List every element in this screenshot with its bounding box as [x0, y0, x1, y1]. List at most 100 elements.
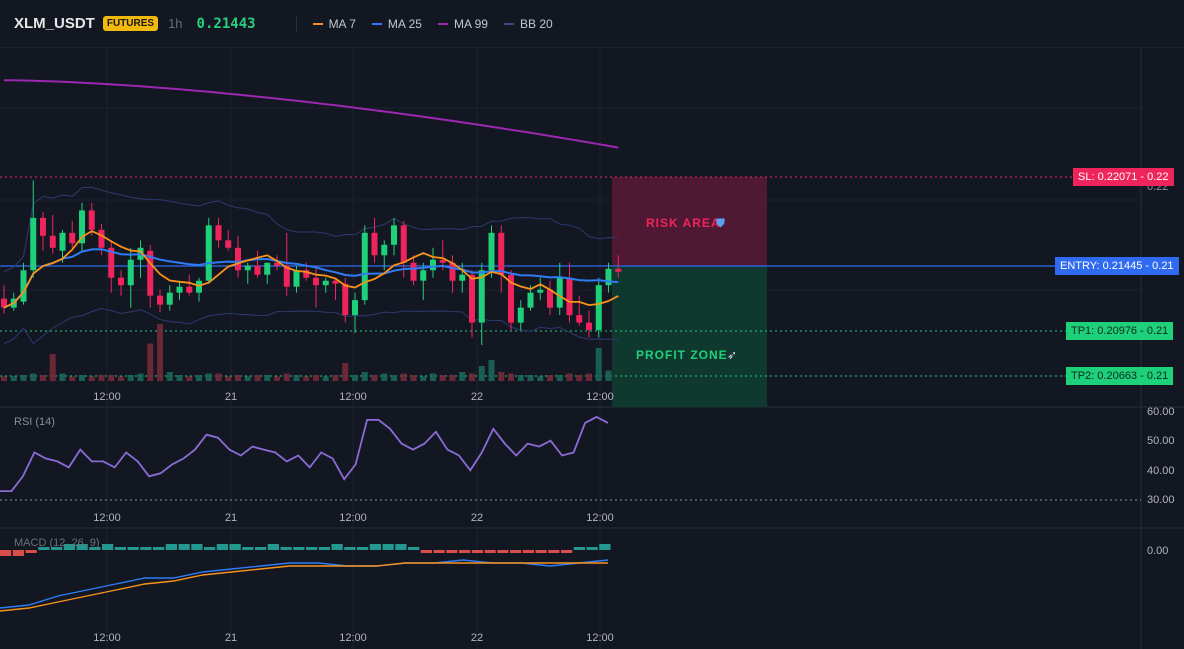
last-price: 0.21443 [196, 15, 256, 32]
candle-body [547, 289, 553, 308]
candle-body [215, 225, 222, 241]
candle-body [430, 259, 436, 271]
tp1-label: TP1: 0.20976 - 0.21 [1066, 322, 1174, 340]
profit-zone-label: PROFIT ZONE [636, 348, 728, 362]
tp1-axis-value: 0.21 [1146, 325, 1169, 337]
macd-line [0, 559, 609, 609]
volume-bar [361, 372, 368, 381]
time-label: 12:00 [93, 512, 121, 524]
bb-lower [3, 307, 619, 345]
macd-tick-0: 0.00 [1147, 545, 1168, 557]
candle-body [313, 277, 319, 286]
legend-ma25-label: MA 25 [387, 16, 422, 31]
candle-body [439, 259, 446, 263]
volume-bar [88, 376, 95, 381]
sl-label: SL: 0.22071 - 0.22 [1073, 168, 1174, 186]
time-label: 12:00 [586, 512, 614, 524]
time-label: 22 [471, 632, 483, 644]
volume-bar [196, 375, 202, 381]
candle-body [254, 265, 261, 275]
macd-hist-bar [25, 550, 37, 553]
rsi-tick-30: 30.00 [1147, 494, 1175, 506]
candle-body [381, 244, 388, 256]
macd-hist-bar [12, 550, 24, 556]
candle-body [459, 274, 466, 281]
tp2-label-text: TP2: 0.20663 [1071, 370, 1138, 382]
entry-label: ENTRY: 0.21445 - 0.21 [1055, 257, 1179, 275]
top-bar: XLM_USDT FUTURES 1h 0.21443 MA 7 MA 25 M… [0, 0, 1184, 48]
rsi-path [0, 415, 609, 492]
rsi-tick-50: 50.00 [1147, 435, 1175, 447]
time-label: 12:00 [339, 391, 367, 403]
legend-ma7-label: MA 7 [328, 16, 356, 31]
legend-ma7[interactable]: MA 7 [312, 16, 356, 31]
macd-hist-bar [408, 547, 420, 550]
legend-bb20-label: BB 20 [519, 16, 553, 31]
candle-body [293, 270, 300, 287]
macd-hist-bar [0, 550, 12, 556]
candle-body [176, 286, 183, 293]
macd-hist-bar [293, 547, 305, 550]
candle-body [556, 277, 563, 308]
candle-body [118, 277, 124, 286]
macd-hist-bar [395, 544, 407, 550]
candle-body [605, 268, 612, 286]
macd-hist-bar [548, 550, 560, 553]
candle-body [127, 259, 134, 286]
candle-body [508, 274, 514, 323]
volume-bar [449, 375, 456, 381]
symbol-name[interactable]: XLM_USDT [14, 15, 95, 32]
candle-body [322, 280, 329, 286]
macd-hist-bar [344, 547, 356, 550]
time-label: 12:00 [339, 632, 367, 644]
legend-ma99-label: MA 99 [453, 16, 488, 31]
volume-bars [1, 324, 612, 381]
ma99-line [3, 79, 619, 149]
candle-body [576, 315, 583, 323]
macd-hist-bar [242, 547, 254, 550]
legend-bb20[interactable]: BB 20 [503, 16, 553, 31]
bb-upper [3, 186, 619, 273]
volume-bar [98, 375, 105, 381]
volume-bar [264, 375, 271, 381]
candle-body [79, 210, 85, 244]
bollinger-bands [3, 186, 619, 345]
entry-axis-value: 0.21 [1152, 260, 1174, 272]
volume-bar [205, 373, 212, 381]
volume-bar [157, 324, 163, 381]
volume-bar [20, 375, 27, 381]
candle-body [332, 280, 339, 284]
rsi-line [0, 415, 609, 492]
candle-body [595, 285, 602, 331]
legend-ma25[interactable]: MA 25 [371, 16, 422, 31]
volume-bar [40, 375, 46, 381]
candle-body [400, 225, 407, 263]
macd-hist-bar [561, 550, 573, 553]
volume-bar [508, 373, 514, 381]
legend-ma99[interactable]: MA 99 [437, 16, 488, 31]
volume-bar [527, 375, 534, 381]
candle-body [283, 265, 290, 287]
volume-bar [537, 376, 544, 381]
candle-body [147, 250, 154, 296]
volume-bar [235, 375, 241, 381]
macd-hist-bar [446, 550, 458, 553]
candle-body [498, 232, 505, 275]
macd-hist-bar [114, 547, 126, 550]
macd-title: MACD (12, 26, 9) [14, 537, 100, 549]
time-label: 12:00 [586, 391, 614, 403]
timeframe[interactable]: 1h [168, 16, 183, 31]
volume-bar [566, 373, 573, 381]
volume-bar [176, 375, 183, 381]
ma99-path [3, 79, 619, 149]
volume-bar [381, 373, 388, 381]
volume-bar [118, 376, 124, 381]
volume-bar [225, 376, 232, 381]
candle-body [108, 247, 115, 278]
candle-body [264, 262, 271, 275]
volume-bar [459, 372, 466, 381]
candle-body [566, 277, 573, 316]
volume-bar [410, 375, 417, 381]
volume-bar [293, 375, 300, 381]
